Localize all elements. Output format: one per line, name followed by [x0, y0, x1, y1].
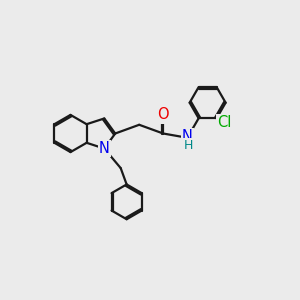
Text: N: N	[99, 141, 110, 156]
Text: N: N	[182, 129, 193, 144]
Text: O: O	[157, 107, 169, 122]
Text: Cl: Cl	[217, 115, 232, 130]
Text: H: H	[183, 139, 193, 152]
